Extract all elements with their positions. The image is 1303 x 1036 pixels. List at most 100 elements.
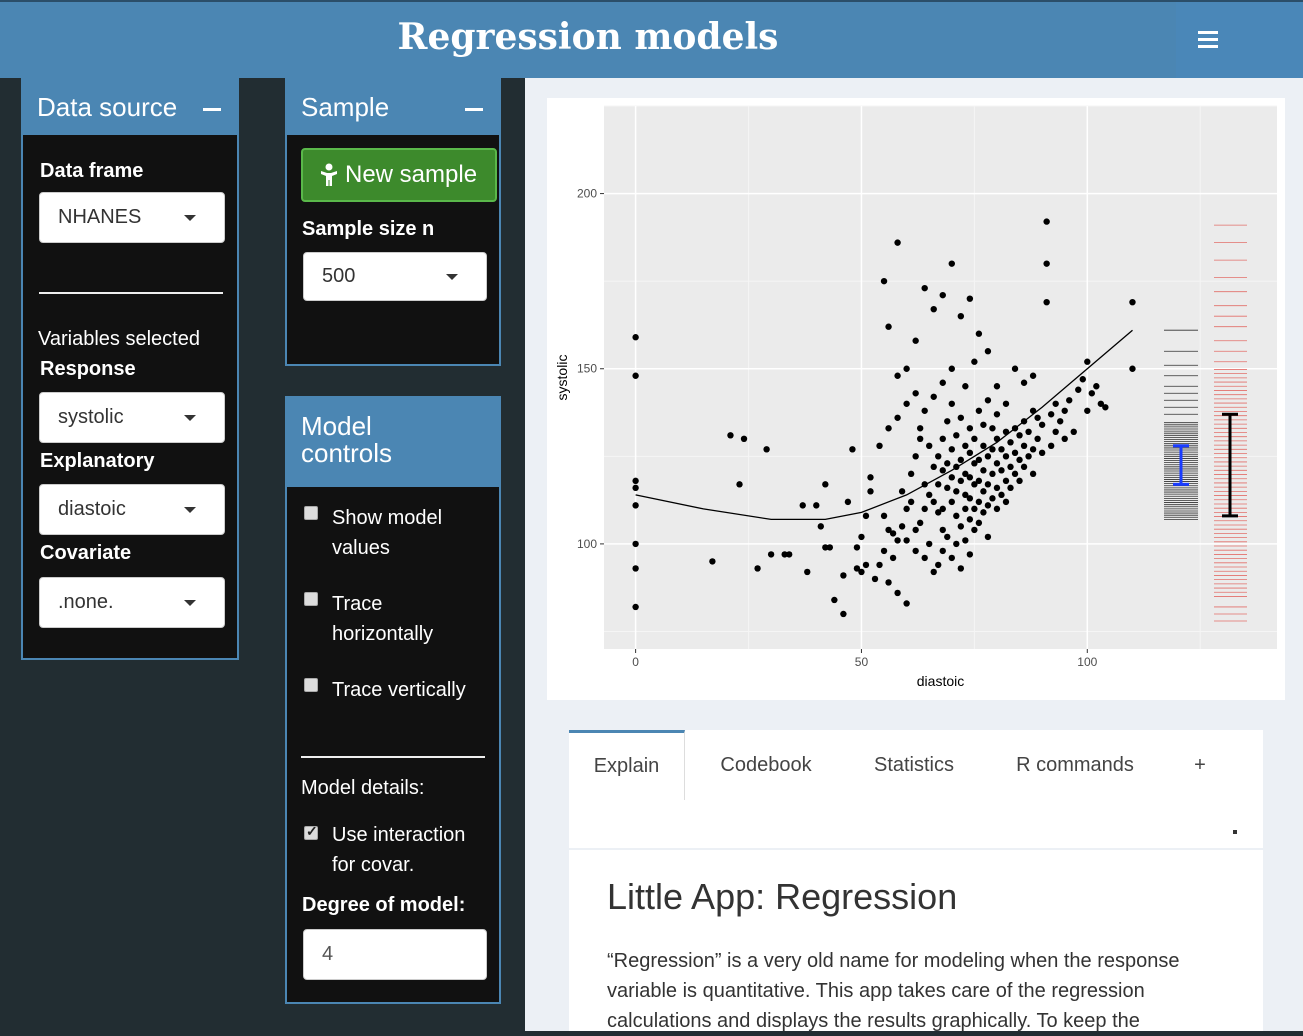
trace-horizontally-label: Trace horizontally [332,589,433,649]
tab-codebook[interactable]: Codebook [720,753,812,776]
tab-r-commands[interactable]: R commands [1016,753,1134,776]
new-sample-button[interactable]: New sample [301,148,497,202]
data-point [944,484,951,492]
data-point [930,305,937,313]
data-point [912,526,919,534]
data-point [980,467,987,474]
degree-input[interactable]: 4 [303,929,487,980]
data-point [1016,477,1023,485]
response-select[interactable]: systolic [39,392,225,443]
data-point [831,596,838,604]
data-point [862,561,870,569]
data-point [953,488,960,495]
data-point [1007,439,1014,446]
collapse-icon[interactable] [465,108,483,111]
divider [39,292,223,294]
degree-value: 4 [322,943,334,965]
data-point [930,393,937,400]
data-point [867,474,874,481]
data-point [1056,418,1064,425]
data-point [889,554,897,562]
sample-size-select[interactable]: 500 [303,252,487,301]
data-point [1034,414,1041,421]
data-point [939,379,946,386]
tab-add[interactable]: + [1194,753,1206,776]
data-point [975,519,983,527]
data-point [813,502,820,509]
data-point [957,456,965,464]
show-model-values-checkbox[interactable] [304,506,318,520]
chevron-down-icon [446,273,458,280]
data-point [885,526,892,534]
tab-explain[interactable]: Explain [569,730,685,800]
data-point [912,337,919,344]
use-interaction-checkbox[interactable] [304,823,318,840]
explanatory-label: Explanatory [40,450,155,472]
x-tick-label: 50 [855,655,869,669]
data-point [939,505,946,513]
hamburger-icon [1197,31,1218,49]
menu-button[interactable] [1176,2,1303,78]
data-point [975,330,983,337]
data-point [939,547,946,555]
data-point [966,425,974,432]
data-point [1011,470,1019,478]
data-point [939,291,946,299]
sample-panel: Sample [285,78,501,366]
data-point [948,446,955,453]
data-point [1084,358,1091,365]
data-point [935,453,942,460]
x-tick-label: 0 [632,655,639,669]
data-point [736,481,743,488]
data-point [1029,446,1037,453]
data-point [1002,498,1010,506]
data-point [993,484,1001,492]
data-point [962,505,969,513]
collapse-icon[interactable] [203,108,221,111]
tab-statistics[interactable]: Statistics [873,753,955,776]
data-point [1011,365,1019,372]
covariate-select[interactable]: .none. [39,577,225,628]
data-point [998,467,1005,474]
data-point [853,544,861,551]
data-point [989,446,996,453]
data-point [1011,449,1019,457]
data-point [962,491,969,499]
data-point [1075,386,1082,393]
data-point [1070,428,1077,435]
data-point [916,519,924,527]
chevron-down-icon [184,599,196,606]
trace-horizontally-line1: Trace [332,593,383,615]
show-model-values-line1: Show model [332,507,443,529]
data-point [948,260,955,267]
data-point [844,498,852,506]
data-point [1079,376,1086,383]
data-point [975,407,983,414]
data-point [1007,463,1014,471]
covariate-label: Covariate [40,542,132,564]
data-frame-select[interactable]: NHANES [39,192,225,243]
trace-horizontally-line2: horizontally [332,623,434,645]
data-point [984,397,992,404]
data-point [1066,397,1073,404]
trace-vertically-checkbox[interactable] [304,678,318,692]
data-point [1088,390,1096,397]
data-point [948,474,955,481]
show-model-values-label: Show model values [332,503,442,563]
data-point [971,460,978,467]
model-controls-title-2: controls [301,438,393,468]
data-point [975,477,983,485]
data-point [1016,456,1023,464]
data-point [632,484,639,492]
data-point [975,498,983,506]
data-point [1020,379,1028,386]
trace-horizontally-checkbox[interactable] [304,592,318,606]
data-source-header: Data source [23,80,237,135]
model-controls-panel: Model controls [285,396,501,1004]
data-point [921,407,928,414]
data-point [989,495,996,502]
data-point [632,477,639,485]
degree-label: Degree of model: [302,894,466,916]
data-point [948,365,955,372]
explanatory-select[interactable]: diastoic [39,484,225,535]
